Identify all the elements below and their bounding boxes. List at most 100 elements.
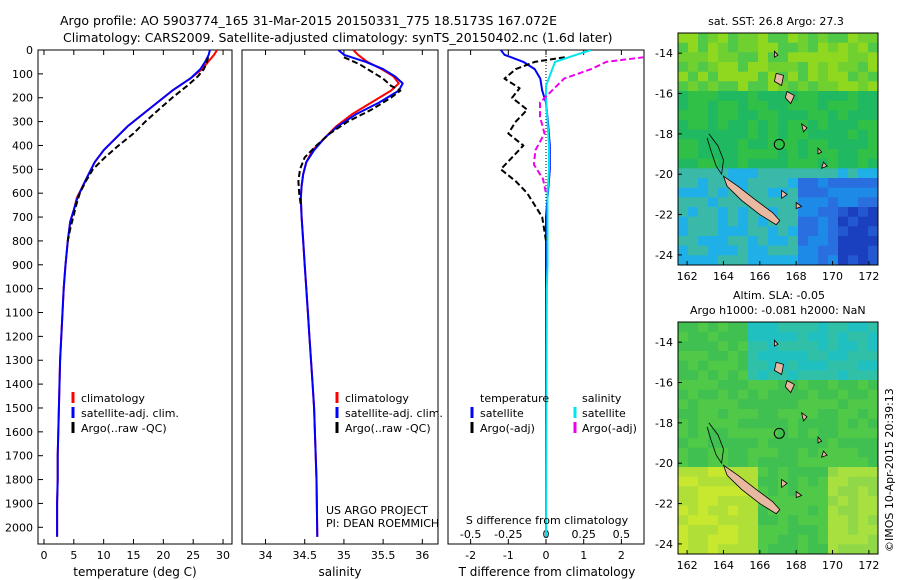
- map-x-tick-label: 168: [786, 559, 807, 572]
- map-cell: [788, 351, 799, 362]
- map-cell: [828, 534, 839, 545]
- map-cell: [688, 226, 699, 237]
- map-cell: [698, 207, 709, 218]
- map-cell: [758, 360, 769, 371]
- map-cell: [778, 496, 789, 507]
- map-cell: [798, 428, 809, 439]
- map-x-tick-label: 164: [713, 270, 734, 283]
- map-cell: [858, 418, 869, 429]
- map-cell: [808, 438, 819, 449]
- map-cell: [868, 486, 879, 497]
- map-cell: [848, 226, 859, 237]
- map-cell: [678, 341, 689, 352]
- map-cell: [778, 457, 789, 468]
- map-cell: [808, 100, 819, 111]
- map-cell: [718, 207, 729, 218]
- map-cell: [718, 81, 729, 92]
- map-cell: [738, 42, 749, 53]
- map-cell: [698, 255, 709, 266]
- map-cell: [758, 168, 769, 179]
- map-cell: [688, 245, 699, 256]
- map-cell: [718, 418, 729, 429]
- map-cell: [838, 110, 849, 121]
- island-shape: [795, 490, 803, 499]
- map-cell: [738, 525, 749, 536]
- map-cell: [818, 496, 829, 507]
- legend-climatology-label: climatology: [81, 392, 145, 405]
- map-cell: [808, 139, 819, 150]
- map-cell: [828, 236, 839, 247]
- map-cell: [818, 139, 829, 150]
- map-cell: [678, 187, 689, 198]
- map-cell: [868, 438, 879, 449]
- map-cell: [818, 505, 829, 516]
- map-cell: [728, 370, 739, 381]
- map-cell: [778, 255, 789, 266]
- map-cell: [748, 139, 759, 150]
- map-cell: [698, 81, 709, 92]
- map-cell: [828, 351, 839, 362]
- island-shape: [774, 50, 779, 58]
- map-cell: [858, 187, 869, 198]
- legend-satellite-label: satellite-adj. clim.: [345, 407, 443, 420]
- map-cell: [838, 216, 849, 227]
- map-cell: [738, 91, 749, 102]
- map-cell: [758, 418, 769, 429]
- map-cell: [798, 331, 809, 342]
- sst-map-axes: 162 164 166 168 170 172 -14 -16 -18 -20 -22 -24: [655, 47, 879, 283]
- salinity-axis-label: salinity: [318, 565, 361, 579]
- map-cell: [768, 236, 779, 247]
- map-cell: [858, 515, 869, 526]
- island-shape: [820, 161, 828, 169]
- temperature-series: [56, 50, 218, 537]
- map-cell: [768, 245, 779, 256]
- map-cell: [798, 216, 809, 227]
- map-cell: [788, 187, 799, 198]
- map-cell: [698, 42, 709, 53]
- map-cell: [798, 81, 809, 92]
- map-cell: [848, 216, 859, 227]
- map-cell: [808, 168, 819, 179]
- map-cell: [708, 322, 719, 333]
- map-cell: [858, 71, 869, 82]
- map-cell: [678, 245, 689, 256]
- map-cell: [798, 534, 809, 545]
- map-cell: [838, 100, 849, 111]
- map-cell: [868, 33, 879, 44]
- salinity-panel: 34 34.5 35 35.5 36 climatology satellite-adj…: [241, 49, 443, 579]
- map-cell: [728, 399, 739, 410]
- map-cell: [728, 418, 739, 429]
- map-cell: [758, 370, 769, 381]
- map-cell: [838, 418, 849, 429]
- y-tick-label: 500: [12, 163, 33, 176]
- map-cell: [708, 534, 719, 545]
- map-cell: [768, 399, 779, 410]
- map-cell: [828, 187, 839, 198]
- map-cell: [758, 187, 769, 198]
- map-cell: [788, 52, 799, 63]
- map-cell: [708, 428, 719, 439]
- map-cell: [768, 158, 779, 169]
- map-cell: [848, 42, 859, 53]
- map-cell: [838, 447, 849, 458]
- map-cell: [748, 207, 759, 218]
- map-cell: [708, 370, 719, 381]
- map-cell: [838, 168, 849, 179]
- map-cell: [778, 91, 789, 102]
- map-cell: [758, 110, 769, 121]
- map-cell: [698, 149, 709, 160]
- y-tick-label: 200: [12, 92, 33, 105]
- map-cell: [768, 42, 779, 53]
- map-cell: [778, 129, 789, 140]
- map-cell: [758, 178, 769, 189]
- map-cell: [788, 525, 799, 536]
- map-cell: [788, 399, 799, 410]
- map-cell: [748, 496, 759, 507]
- map-cell: [858, 331, 869, 342]
- map-cell: [688, 52, 699, 63]
- map-cell: [868, 207, 879, 218]
- map-cell: [808, 245, 819, 256]
- map-cell: [708, 33, 719, 44]
- map-cell: [728, 351, 739, 362]
- map-cell: [688, 544, 699, 555]
